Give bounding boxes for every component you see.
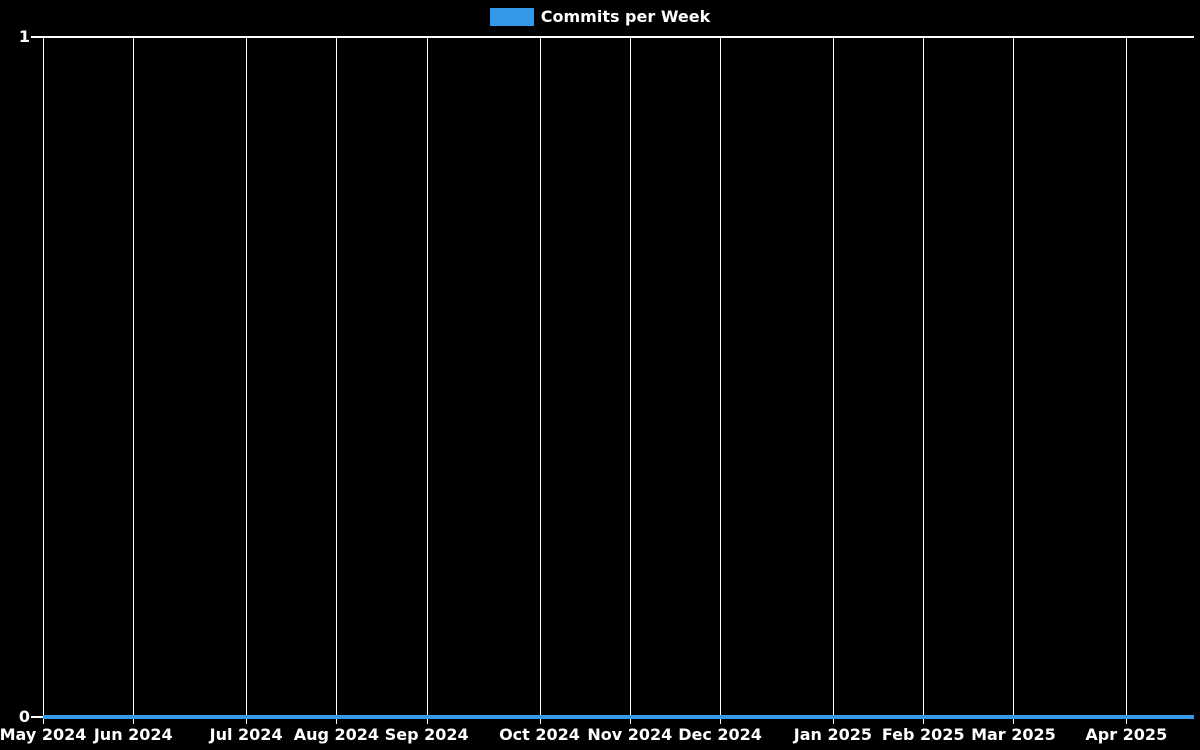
plot-area: [31, 36, 1194, 724]
gridline-month-7: [720, 37, 722, 724]
x-tick-label-9: Feb 2025: [881, 725, 965, 744]
x-tick-label-1: Jun 2024: [93, 725, 173, 744]
x-tick-label-2: Jul 2024: [209, 725, 283, 744]
x-tick-label-7: Dec 2024: [678, 725, 762, 744]
legend-swatch-commits: [489, 8, 534, 26]
x-tick-label-0: May 2024: [0, 725, 87, 744]
x-tick-label-8: Jan 2025: [793, 725, 873, 744]
y-tick-label-0: 0: [18, 707, 30, 726]
gridline-y-1: [31, 36, 1194, 38]
x-tick-label-11: Apr 2025: [1085, 725, 1168, 744]
y-axis-tick-0: [31, 716, 43, 718]
gridline-month-5: [539, 37, 541, 724]
gridline-month-1: [133, 37, 135, 724]
commits-series-zero-line: [43, 715, 1194, 719]
gridline-month-6: [629, 37, 631, 724]
gridline-month-11: [1126, 37, 1128, 724]
x-tick-label-4: Sep 2024: [384, 725, 469, 744]
x-tick-label-5: Oct 2024: [499, 725, 580, 744]
gridline-month-3: [336, 37, 338, 724]
x-tick-label-10: Mar 2025: [971, 725, 1056, 744]
gridline-month-2: [246, 37, 248, 724]
gridline-month-8: [832, 37, 834, 724]
gridline-month-0: [43, 37, 44, 724]
gridline-month-9: [923, 37, 925, 724]
x-tick-label-3: Aug 2024: [293, 725, 380, 744]
legend-label-commits: Commits per Week: [540, 7, 711, 26]
x-axis-labels: May 2024 Jun 2024 Jul 2024 Aug 2024 Sep 2024…: [0, 725, 1194, 748]
gridline-month-10: [1013, 37, 1015, 724]
x-tick-label-6: Nov 2024: [587, 725, 673, 744]
gridline-month-4: [426, 37, 428, 724]
y-tick-label-1: 1: [18, 27, 30, 46]
chart-legend: Commits per Week: [0, 7, 1200, 27]
